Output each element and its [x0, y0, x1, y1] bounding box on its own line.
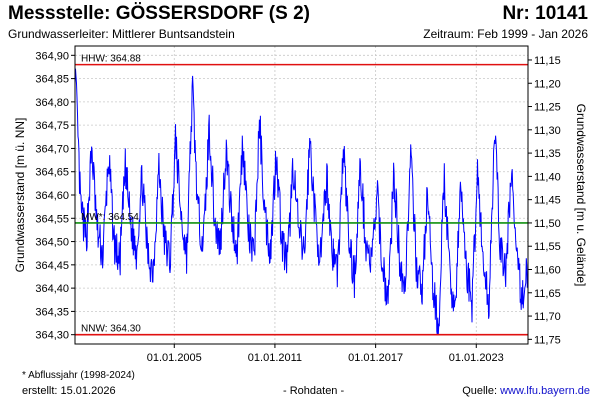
y2-tick-label: 11,70	[534, 311, 561, 323]
y-tick-label: 364,60	[35, 190, 69, 202]
station-title: Messstelle: GÖSSERSDORF (S 2)	[8, 3, 310, 24]
groundwater-series-line	[74, 68, 528, 335]
y-tick-label: 364,30	[35, 330, 69, 342]
y2-tick-label: 11,30	[534, 125, 561, 137]
station-number: Nr: 10141	[502, 3, 588, 24]
hhw-label: HHW: 364.88	[81, 54, 141, 65]
y-tick-label: 364,90	[35, 50, 69, 62]
y2-tick-label: 11,40	[534, 171, 561, 183]
x-tick-label: 01.01.2023	[449, 352, 504, 364]
series-layer	[74, 68, 528, 335]
period-label: Zeitraum: Feb 1999 - Jan 2026	[423, 27, 588, 41]
reference-lines: HHW: 364.88 MW*: 364.54 NNW: 364.30	[75, 54, 528, 336]
y2-tick-label: 11,20	[534, 78, 561, 90]
rawdata-label: - Rohdaten -	[283, 385, 345, 397]
y2-tick-label: 11,15	[534, 55, 561, 67]
x-tick-label: 01.01.2011	[248, 352, 302, 364]
y-tick-label: 364,45	[35, 260, 69, 272]
y-tick-label: 364,55	[35, 213, 69, 225]
source-note: Quelle: www.lfu.bayern.de	[462, 385, 590, 397]
x-tick-label: 01.01.2017	[348, 352, 403, 364]
aquifer-label: Grundwasserleiter: Mittlerer Buntsandste…	[8, 27, 235, 41]
y-tick-label: 364,65	[35, 167, 69, 179]
y2-tick-label: 11,60	[534, 265, 561, 277]
y-tick-label: 364,35	[35, 306, 69, 318]
source-link[interactable]: www.lfu.bayern.de	[500, 385, 590, 397]
y2-tick-label: 11,75	[534, 334, 561, 346]
y2-tick-label: 11,45	[534, 195, 561, 207]
y2-tick-label: 11,55	[534, 241, 561, 253]
mean-label: MW*: 364.54	[81, 212, 139, 223]
y2-tick-label: 11,50	[534, 218, 561, 230]
nnw-label: NNW: 364.30	[81, 324, 141, 335]
created-date: erstellt: 15.01.2026	[22, 385, 116, 397]
source-label: Quelle:	[462, 385, 501, 397]
y2-tick-label: 11,35	[534, 148, 561, 160]
y2-tick-label: 11,25	[534, 102, 561, 114]
y-tick-label: 364,85	[35, 74, 69, 86]
y-tick-label: 364,70	[35, 143, 69, 155]
axis-layer: 364,30 364,35 364,40 364,45 364,50 364,55 364,…	[35, 50, 560, 364]
x-tick-label: 01.01.2005	[147, 352, 202, 364]
footnote: * Abflussjahr (1998-2024)	[22, 370, 135, 381]
y2-tick-label: 11,65	[534, 288, 561, 300]
y-tick-label: 364,40	[35, 283, 69, 295]
y-tick-label: 364,75	[35, 120, 69, 132]
y2-axis-label: Grundwasserstand [m u. Gelände]	[574, 104, 588, 287]
y-tick-label: 364,50	[35, 237, 69, 249]
y-axis-label: Grundwasserstand [m ü. NN]	[13, 118, 27, 273]
y-tick-label: 364,80	[35, 97, 69, 109]
